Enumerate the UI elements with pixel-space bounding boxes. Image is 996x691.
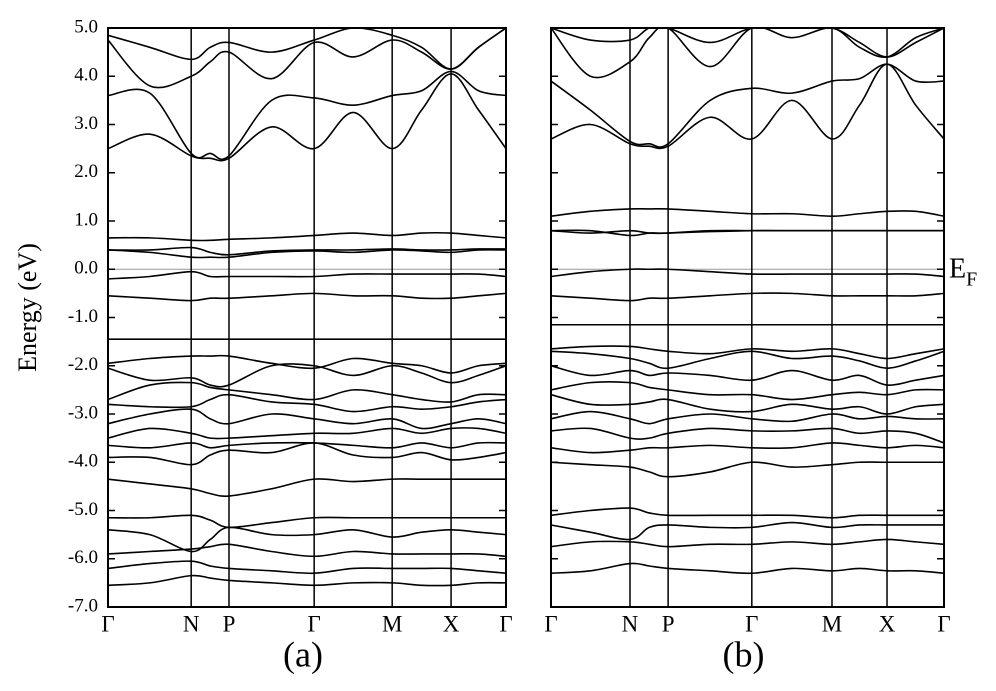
x-tick-label: X <box>879 611 896 636</box>
x-tick-label: Γ <box>499 611 512 636</box>
x-tick-label: Γ <box>544 611 557 636</box>
band-line <box>108 292 506 302</box>
x-tick-label: P <box>223 611 236 636</box>
band-line <box>551 507 944 519</box>
band-line <box>551 461 944 478</box>
band-line <box>551 207 944 217</box>
band-line <box>108 28 506 70</box>
band-line <box>551 442 944 454</box>
y-tick-label: 1.0 <box>74 209 98 230</box>
y-tick-label: 4.0 <box>74 65 98 86</box>
y-tick-label: 2.0 <box>74 161 98 182</box>
band-line <box>551 268 944 278</box>
band-line <box>551 63 944 150</box>
x-tick-label: P <box>662 611 675 636</box>
band-line <box>551 28 944 58</box>
band-line <box>108 574 506 587</box>
band-line <box>108 442 506 466</box>
band-line <box>551 229 944 235</box>
band-line <box>108 393 506 413</box>
band-line <box>551 562 944 575</box>
band-line <box>551 364 944 386</box>
y-tick-label: 5.0 <box>74 16 98 37</box>
band-line <box>108 270 506 280</box>
bands <box>108 28 506 587</box>
y-tick-label: -7.0 <box>68 595 98 616</box>
x-tick-label: Γ <box>308 611 321 636</box>
band-line <box>108 543 506 558</box>
band-line <box>108 246 506 256</box>
x-tick-label: Γ <box>101 611 114 636</box>
band-line <box>551 345 944 360</box>
band-line <box>551 28 944 79</box>
band-line <box>108 70 506 161</box>
band-line <box>108 363 506 388</box>
x-tick-label: Γ <box>937 611 950 636</box>
band-line <box>108 408 506 430</box>
band-line <box>108 354 506 374</box>
x-tick-label: N <box>183 611 200 636</box>
band-line <box>108 248 506 259</box>
x-tick-label: M <box>382 611 402 636</box>
fermi-label-subscript: F <box>966 268 977 290</box>
fermi-level-label: EF <box>949 254 977 290</box>
band-line <box>551 393 944 415</box>
x-tick-label: X <box>443 611 460 636</box>
plot-frame <box>550 27 945 608</box>
band-line <box>108 73 506 162</box>
bands <box>551 28 944 575</box>
y-tick-label: -4.0 <box>68 451 98 472</box>
x-tick-label: Γ <box>745 611 758 636</box>
plot-frame <box>107 27 507 608</box>
band-line <box>551 292 944 302</box>
band-line <box>108 478 506 498</box>
y-tick-label: -1.0 <box>68 306 98 327</box>
y-tick-label: 3.0 <box>74 113 98 134</box>
band-line <box>551 381 944 401</box>
band-line <box>108 28 506 89</box>
band-line <box>551 410 944 425</box>
band-line <box>551 63 944 148</box>
band-line <box>108 381 506 403</box>
y-axis-label: Energy (eV) <box>13 243 42 372</box>
band-line <box>108 514 506 529</box>
fermi-label-main: E <box>949 254 966 285</box>
band-line <box>108 231 506 242</box>
y-tick-label: -3.0 <box>68 402 98 423</box>
band-line <box>551 521 944 541</box>
x-tick-label: N <box>622 611 639 636</box>
band-line <box>551 350 944 370</box>
band-line <box>108 427 506 440</box>
y-tick-label: -2.0 <box>68 354 98 375</box>
panel-label: (b) <box>723 634 765 674</box>
y-tick-label: 0.0 <box>74 258 98 279</box>
x-tick-label: M <box>822 611 842 636</box>
band-line <box>108 526 506 553</box>
y-tick-label: -6.0 <box>68 547 98 568</box>
band-line <box>551 427 944 444</box>
band-line <box>108 560 506 575</box>
panel-label: (a) <box>283 634 323 674</box>
y-tick-label: -5.0 <box>68 499 98 520</box>
band-line <box>551 538 944 548</box>
